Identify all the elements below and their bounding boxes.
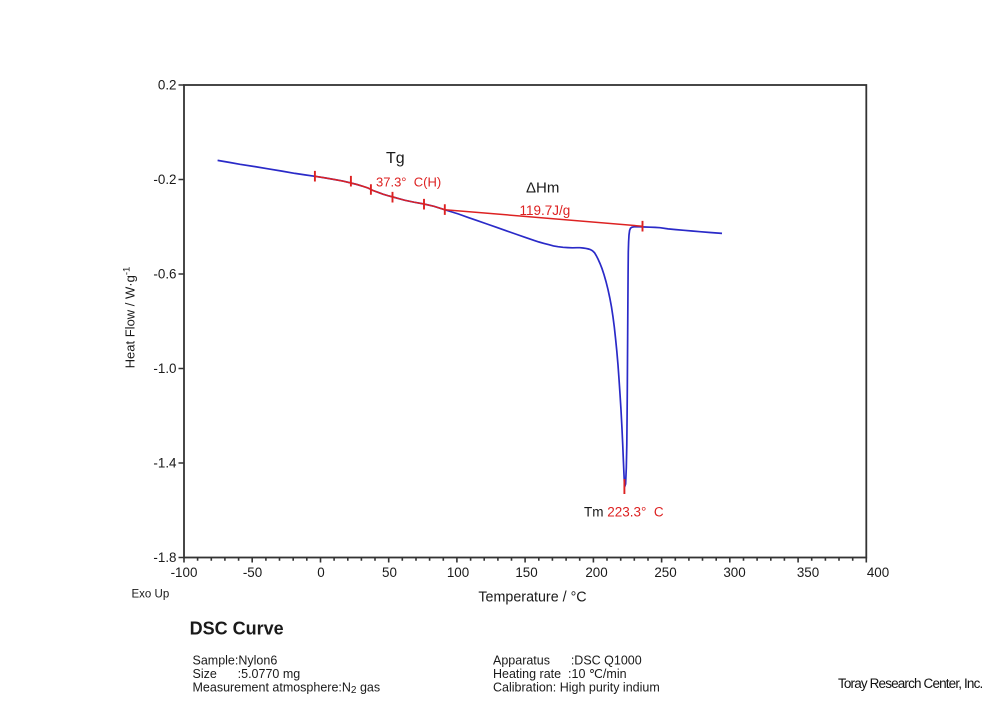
svg-text:50: 50 bbox=[382, 565, 397, 580]
svg-text:-0.6: -0.6 bbox=[153, 267, 176, 282]
svg-text:37.3° C(H): 37.3° C(H) bbox=[376, 175, 441, 190]
svg-text:300: 300 bbox=[723, 565, 745, 580]
svg-text:0.2: 0.2 bbox=[158, 78, 177, 93]
svg-text:-1.8: -1.8 bbox=[153, 550, 176, 565]
svg-text:Tm 223.3° C: Tm 223.3° C bbox=[584, 505, 664, 520]
svg-text:0: 0 bbox=[317, 565, 324, 580]
svg-text:-1.0: -1.0 bbox=[153, 361, 176, 376]
svg-text:150: 150 bbox=[515, 565, 537, 580]
svg-text:Temperature / °C: Temperature / °C bbox=[478, 590, 586, 606]
svg-text:Heat Flow / W·g-1: Heat Flow / W·g-1 bbox=[122, 267, 138, 369]
svg-text:Exo Up: Exo Up bbox=[132, 589, 170, 601]
svg-text:Sample:Nylon6: Sample:Nylon6 bbox=[193, 654, 278, 668]
svg-text:-1.4: -1.4 bbox=[153, 456, 177, 471]
svg-text:100: 100 bbox=[447, 565, 469, 580]
svg-text:Tg: Tg bbox=[386, 150, 405, 167]
svg-text:400: 400 bbox=[867, 565, 889, 580]
svg-text:-0.2: -0.2 bbox=[153, 172, 176, 187]
svg-text:Calibration: High purity indiu: Calibration: High purity indium bbox=[493, 681, 660, 695]
svg-text:119.7J/g: 119.7J/g bbox=[520, 203, 571, 218]
svg-text:Measurement atmosphere:N2 gas: Measurement atmosphere:N2 gas bbox=[193, 681, 381, 697]
svg-text:Toray Research Center, Inc.: Toray Research Center, Inc. bbox=[838, 676, 982, 691]
svg-text:DSC Curve: DSC Curve bbox=[190, 619, 284, 639]
svg-text:200: 200 bbox=[585, 565, 607, 580]
svg-text:350: 350 bbox=[797, 565, 819, 580]
svg-text:Apparatus :DSC Q1000: Apparatus :DSC Q1000 bbox=[493, 654, 642, 668]
svg-text:-100: -100 bbox=[171, 565, 198, 580]
svg-text:ΔHm: ΔHm bbox=[526, 180, 559, 197]
svg-text:Heating rate :10 ℃/min: Heating rate :10 ℃/min bbox=[493, 667, 627, 681]
svg-text:250: 250 bbox=[654, 565, 676, 580]
svg-text:-50: -50 bbox=[243, 565, 262, 580]
svg-text:Size :5.0770 mg: Size :5.0770 mg bbox=[193, 667, 301, 681]
